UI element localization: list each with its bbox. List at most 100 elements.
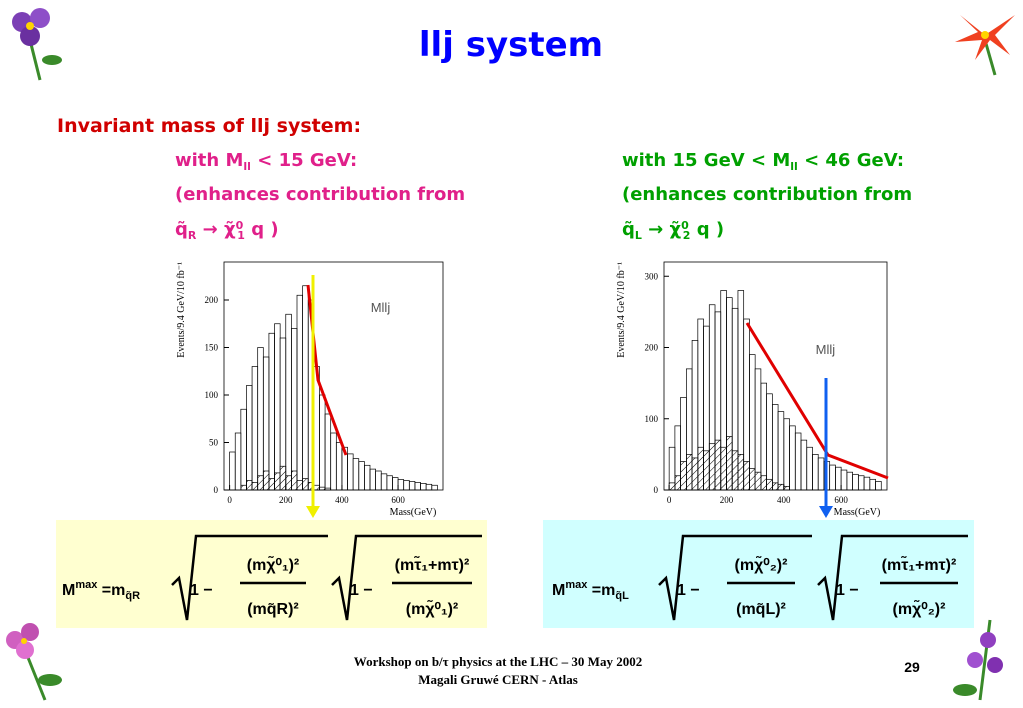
flower-top-left — [12, 8, 62, 81]
slide-title: llj system — [419, 25, 603, 65]
y-tick-label: 0 — [654, 485, 659, 495]
numerator: (mχ̃⁰₂)² — [735, 554, 788, 574]
hatched-bar — [279, 465, 287, 491]
hatched-bar — [766, 478, 773, 491]
text: < 46 GeV: — [798, 150, 904, 171]
flower-bottom-right — [953, 619, 1003, 701]
hatched-bar — [285, 475, 292, 491]
arrow-head — [306, 506, 320, 518]
text: M — [62, 582, 75, 599]
x-tick-label: 0 — [227, 495, 232, 505]
formula-box — [543, 520, 974, 628]
right-line1: with 15 GeV < Mll < 46 GeV: — [622, 150, 904, 173]
hatched-bar — [319, 486, 326, 491]
right-line3: q̃L → χ̃0 2 q ) — [622, 219, 724, 242]
sub: L — [635, 229, 642, 242]
hatched-bar — [246, 480, 253, 491]
sup: 0 — [681, 219, 689, 232]
hatched-bar — [714, 439, 722, 491]
page-number: 29 — [904, 659, 920, 675]
sqrt — [658, 534, 812, 621]
hatched-bar — [268, 478, 275, 491]
text: with M — [175, 150, 243, 171]
y-tick-label: 300 — [645, 271, 659, 281]
histogram-bar — [431, 484, 438, 491]
x-tick-label: 600 — [391, 495, 405, 505]
text: =m — [97, 582, 125, 599]
fit-line — [745, 322, 889, 480]
left-line3: q̃R → χ̃0 1 q ) — [175, 219, 279, 242]
y-axis-label: Events/9.4 GeV/10 fb⁻¹ — [176, 262, 187, 358]
formula-lhs: Mmax =mq̃L — [552, 579, 629, 602]
hatched-bar — [726, 436, 733, 491]
hatched-bar — [691, 457, 699, 491]
y-tick-label: 100 — [205, 390, 219, 400]
text: q̃ — [622, 219, 635, 240]
hatched-bar — [743, 461, 750, 491]
hatched-bar — [680, 461, 687, 491]
hatched-bar — [737, 454, 745, 491]
hatched-bar — [668, 482, 676, 491]
fit-line — [306, 284, 348, 456]
sqrt — [817, 534, 968, 621]
hatched-bar — [686, 454, 693, 491]
left-line1: with Mll < 15 GeV: — [175, 150, 357, 173]
sub: q̃L — [615, 590, 629, 602]
hatched-bar — [313, 484, 320, 491]
sub: 1 — [237, 229, 245, 242]
y-tick-label: 50 — [209, 438, 219, 448]
y-tick-label: 200 — [645, 343, 659, 353]
x-tick-label: 0 — [667, 495, 672, 505]
text: =m — [587, 582, 615, 599]
formula-one: 1 − — [350, 582, 373, 599]
hatched-bar — [703, 450, 710, 491]
histogram-bar — [875, 481, 882, 491]
text: < 15 GeV: — [251, 150, 357, 171]
text: with 15 GeV < M — [622, 150, 790, 171]
formula-box — [56, 520, 487, 628]
formula-one: 1 − — [836, 582, 859, 599]
right-line2: (enhances contribution from — [622, 184, 912, 205]
denominator: (mq̃R)² — [247, 601, 299, 618]
hatched-bar — [720, 446, 727, 491]
hatched-bar — [708, 443, 716, 491]
hatched-bar — [274, 472, 281, 491]
formula-one: 1 − — [677, 582, 700, 599]
denominator: (mq̃L)² — [736, 601, 786, 618]
charts: 0 200 400 600 0 50 100 150 200 Mass(GeV) Events/9.… — [176, 261, 888, 518]
hatched-bar — [697, 446, 704, 491]
x-axis-label: Mass(GeV) — [390, 507, 437, 518]
y-tick-label: 150 — [205, 343, 219, 353]
y-tick-label: 100 — [645, 414, 659, 424]
hatched-bar — [771, 482, 779, 491]
hatched-bar — [749, 468, 756, 491]
x-tick-label: 400 — [335, 495, 349, 505]
sub: 2 — [683, 229, 691, 242]
sub: q̃R — [125, 590, 140, 602]
x-tick-label: 200 — [279, 495, 293, 505]
flower-top-right — [955, 15, 1015, 76]
sub: ll — [790, 160, 798, 173]
hatched-bar — [674, 475, 681, 491]
y-axis-label: Events/9.4 GeV/10 fb⁻¹ — [616, 262, 627, 358]
hatched-bar — [777, 483, 785, 491]
hatched-bar — [731, 450, 739, 491]
hatched-bar — [291, 470, 298, 491]
numerator: (mχ̃⁰₁)² — [247, 554, 299, 574]
hatched-bar — [262, 470, 270, 491]
text: q̃ — [175, 219, 188, 240]
text: → χ̃ — [642, 219, 682, 240]
formula-one: 1 − — [190, 582, 213, 599]
hatched-bar — [760, 475, 767, 491]
text: → χ̃ — [196, 219, 236, 240]
hatched-bar — [251, 482, 259, 491]
arrow-head — [819, 506, 833, 518]
sub: ll — [243, 160, 251, 173]
left-line2: (enhances contribution from — [175, 184, 465, 205]
hatched-bar — [302, 478, 309, 491]
sup: max — [565, 579, 588, 591]
x-tick-label: 400 — [777, 495, 791, 505]
y-tick-label: 0 — [214, 485, 219, 495]
x-tick-label: 200 — [720, 495, 734, 505]
